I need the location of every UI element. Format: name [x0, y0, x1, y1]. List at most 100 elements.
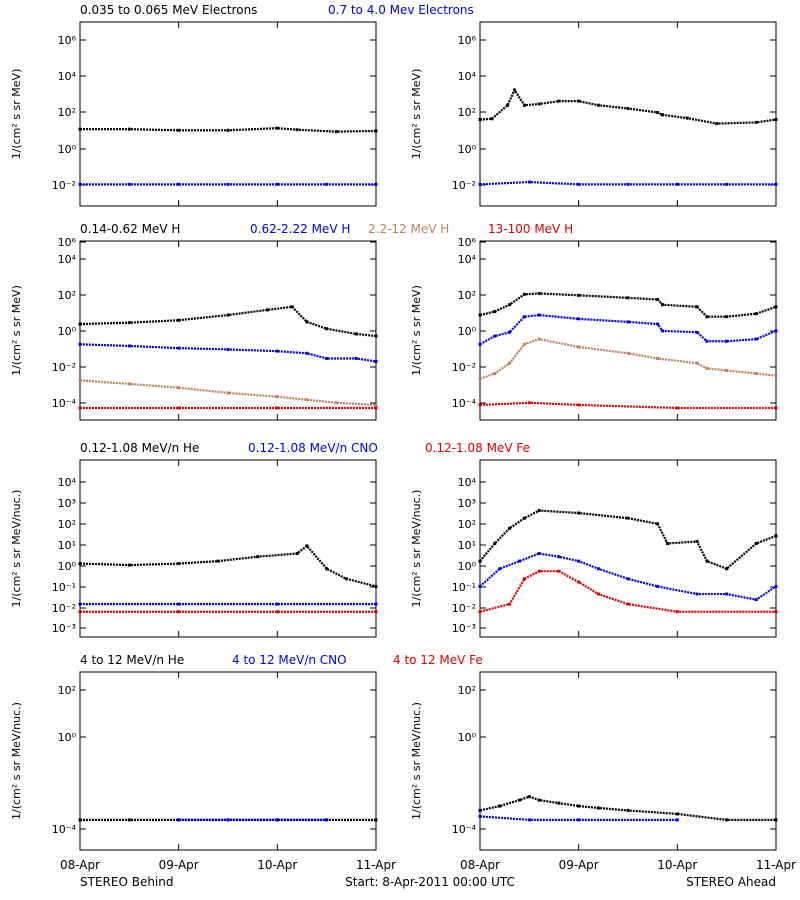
- y-tick-label: 10²: [458, 684, 476, 697]
- legend-entry: 0.7 to 4.0 Mev Electrons: [328, 3, 474, 17]
- x-tick-label: 08-Apr: [460, 858, 500, 872]
- data-point: [177, 602, 181, 606]
- data-point: [478, 313, 482, 317]
- series-line: [80, 127, 377, 133]
- data-point: [527, 401, 531, 405]
- data-point: [305, 398, 309, 402]
- data-point: [478, 584, 482, 588]
- data-point: [374, 360, 378, 364]
- series-13-100 MeV H: [478, 401, 778, 410]
- series-line: [479, 552, 777, 601]
- legend-entry: 0.12-1.08 MeV Fe: [425, 441, 530, 455]
- data-point: [275, 182, 279, 186]
- data-point: [374, 584, 378, 588]
- y-tick-label: 10⁰: [458, 143, 477, 156]
- panel-frame: [479, 459, 777, 638]
- data-point: [478, 182, 482, 186]
- series-0.7 to 4.0 Mev Electrons: [478, 180, 778, 186]
- y-axis-label: 1/(cm² s sr MeV): [10, 69, 23, 160]
- data-point: [725, 182, 729, 186]
- legend-entry: 4 to 12 MeV Fe: [393, 653, 483, 667]
- y-tick-label: 10⁶: [458, 34, 477, 47]
- data-point: [226, 313, 230, 317]
- x-tick-label: 09-Apr: [559, 858, 599, 872]
- data-point: [537, 509, 541, 513]
- data-point: [275, 406, 279, 410]
- legend-entry: 4 to 12 MeV/n CNO: [232, 653, 347, 667]
- series-4 to 12 MeV/n He: [478, 795, 778, 822]
- data-point: [725, 315, 729, 319]
- data-point: [508, 526, 512, 530]
- data-point: [374, 129, 378, 133]
- y-tick-label: 10⁰: [58, 325, 77, 338]
- series-0.14-0.62 MeV H: [478, 291, 778, 319]
- y-tick-label: 10²: [58, 289, 76, 302]
- data-point: [577, 293, 581, 297]
- data-point: [517, 798, 521, 802]
- legend-entry: 0.62-2.22 MeV H: [250, 222, 350, 236]
- x-tick-label: 09-Apr: [159, 858, 199, 872]
- data-point: [715, 122, 719, 126]
- data-point: [577, 559, 581, 563]
- data-point: [725, 567, 729, 571]
- data-point: [374, 818, 378, 822]
- panel-frame: [479, 21, 777, 207]
- data-point: [725, 818, 729, 822]
- data-point: [275, 818, 279, 822]
- data-point: [354, 356, 358, 360]
- x-tick-label: 10-Apr: [657, 858, 697, 872]
- data-point: [537, 337, 541, 341]
- data-point: [508, 330, 512, 334]
- panel-frame: [479, 671, 777, 851]
- data-point: [656, 297, 660, 301]
- data-point: [493, 310, 497, 314]
- data-point: [275, 126, 279, 130]
- data-point: [226, 347, 230, 351]
- data-point: [774, 305, 778, 309]
- data-point: [305, 351, 309, 355]
- data-point: [577, 182, 581, 186]
- data-point: [537, 552, 541, 556]
- series-line: [479, 313, 777, 346]
- data-point: [295, 128, 299, 132]
- data-point: [305, 544, 309, 548]
- panel-frame: [79, 671, 377, 851]
- data-marks: [78, 87, 778, 822]
- data-point: [675, 182, 679, 186]
- data-point: [596, 806, 600, 810]
- data-point: [725, 592, 729, 596]
- data-point: [127, 563, 131, 567]
- y-axis-label: 1/(cm² s sr MeV): [410, 285, 423, 376]
- y-tick-label: 10⁶: [458, 236, 477, 249]
- footer-left: STEREO Behind: [80, 875, 174, 889]
- data-point: [506, 103, 510, 107]
- y-tick-label: 10⁻⁴: [452, 397, 477, 410]
- data-point: [478, 559, 482, 563]
- y-tick-label: 10²: [58, 106, 76, 119]
- data-point: [344, 577, 348, 581]
- y-tick-label: 10⁻²: [452, 602, 476, 615]
- series-line: [79, 343, 377, 363]
- series-13-100 MeV H: [78, 406, 378, 410]
- data-point: [78, 342, 82, 346]
- y-axis-label: 1/(cm² s sr MeV/nuc.): [410, 702, 423, 820]
- series-0.14-0.62 MeV H: [78, 305, 378, 338]
- series-0.12-1.08 MeV/n He: [78, 544, 378, 588]
- data-point: [493, 372, 497, 376]
- data-point: [508, 361, 512, 365]
- data-point: [374, 182, 378, 186]
- data-point: [226, 128, 230, 132]
- series-0.035 to 0.065 MeV Electrons: [78, 126, 378, 134]
- data-point: [626, 602, 630, 606]
- data-point: [478, 118, 482, 122]
- y-tick-label: 10⁴: [458, 70, 477, 83]
- data-point: [335, 130, 339, 134]
- series-0.62-2.22 MeV H: [478, 313, 778, 346]
- data-point: [325, 356, 329, 360]
- data-point: [695, 539, 699, 543]
- data-point: [305, 320, 309, 324]
- data-point: [537, 798, 541, 802]
- series-line: [79, 379, 377, 407]
- y-tick-label: 10⁻¹: [52, 581, 76, 594]
